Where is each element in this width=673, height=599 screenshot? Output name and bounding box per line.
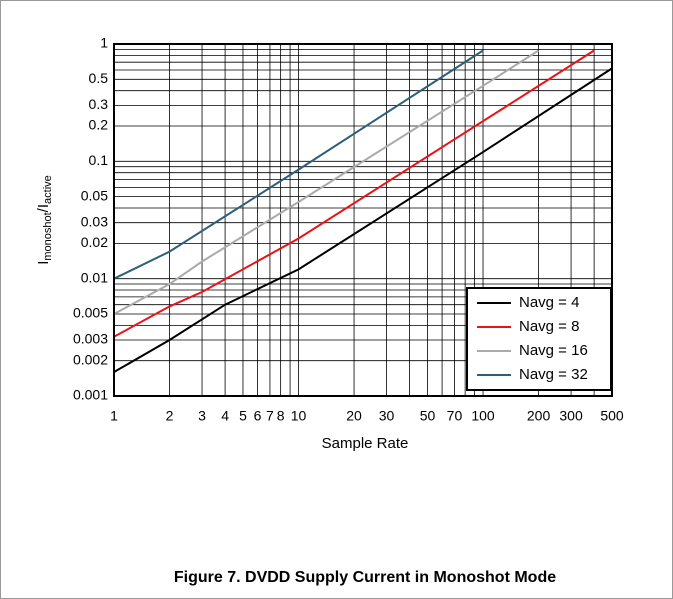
x-tick-label: 8 (277, 408, 285, 424)
x-tick-label: 100 (471, 408, 495, 424)
caption: Figure 7. DVDD Supply Current in Monosho… (174, 569, 556, 586)
x-tick-label: 30 (379, 408, 395, 424)
y-tick-label: 0.001 (73, 387, 108, 403)
y-label-part: active (42, 175, 54, 204)
x-tick-label: 20 (346, 408, 362, 424)
y-label-part: I (35, 261, 52, 265)
legend-label: Navg = 16 (519, 342, 588, 359)
y-label-part: /I (35, 204, 52, 212)
x-tick-label: 7 (266, 408, 274, 424)
legend-label: Navg = 32 (519, 366, 588, 383)
y-tick-label: 0.003 (73, 331, 108, 347)
x-tick-label: 4 (221, 408, 229, 424)
x-tick-label: 500 (600, 408, 624, 424)
series-line (113, 49, 484, 280)
plot-border (113, 43, 613, 397)
y-tick-label: 0.03 (81, 213, 108, 229)
legend-label: Navg = 8 (519, 318, 579, 335)
y-tick-label: 0.5 (89, 70, 109, 86)
y-tick-label: 0.2 (89, 117, 109, 133)
x-tick-label: 1 (110, 408, 118, 424)
x-tick-label: 300 (559, 408, 583, 424)
x-tick-label: 50 (420, 408, 436, 424)
y-axis-label: Imonoshot/Iactive (35, 175, 54, 265)
y-tick-label: 0.005 (73, 305, 108, 321)
x-tick-label: 200 (527, 408, 551, 424)
legend-label: Navg = 4 (519, 294, 579, 311)
legend-box (466, 287, 612, 391)
y-tick-label: 0.02 (81, 234, 108, 250)
series-line (113, 49, 595, 338)
y-tick-label: 0.05 (81, 187, 108, 203)
x-axis-label: Sample Rate (322, 435, 409, 452)
y-label-part: monoshot (42, 212, 54, 260)
x-tick-label: 6 (254, 408, 262, 424)
x-tick-label: 2 (166, 408, 174, 424)
y-tick-label: 0.002 (73, 351, 108, 367)
x-tick-label: 5 (239, 408, 247, 424)
x-tick-label: 10 (291, 408, 307, 424)
x-tick-label: 70 (447, 408, 463, 424)
y-tick-label: 0.01 (81, 269, 108, 285)
y-tick-label: 0.3 (89, 96, 109, 112)
x-tick-label: 3 (198, 408, 206, 424)
series-line (113, 67, 613, 373)
series-line (113, 49, 540, 315)
y-tick-label: 0.1 (89, 152, 109, 168)
y-tick-label: 1 (100, 35, 108, 51)
